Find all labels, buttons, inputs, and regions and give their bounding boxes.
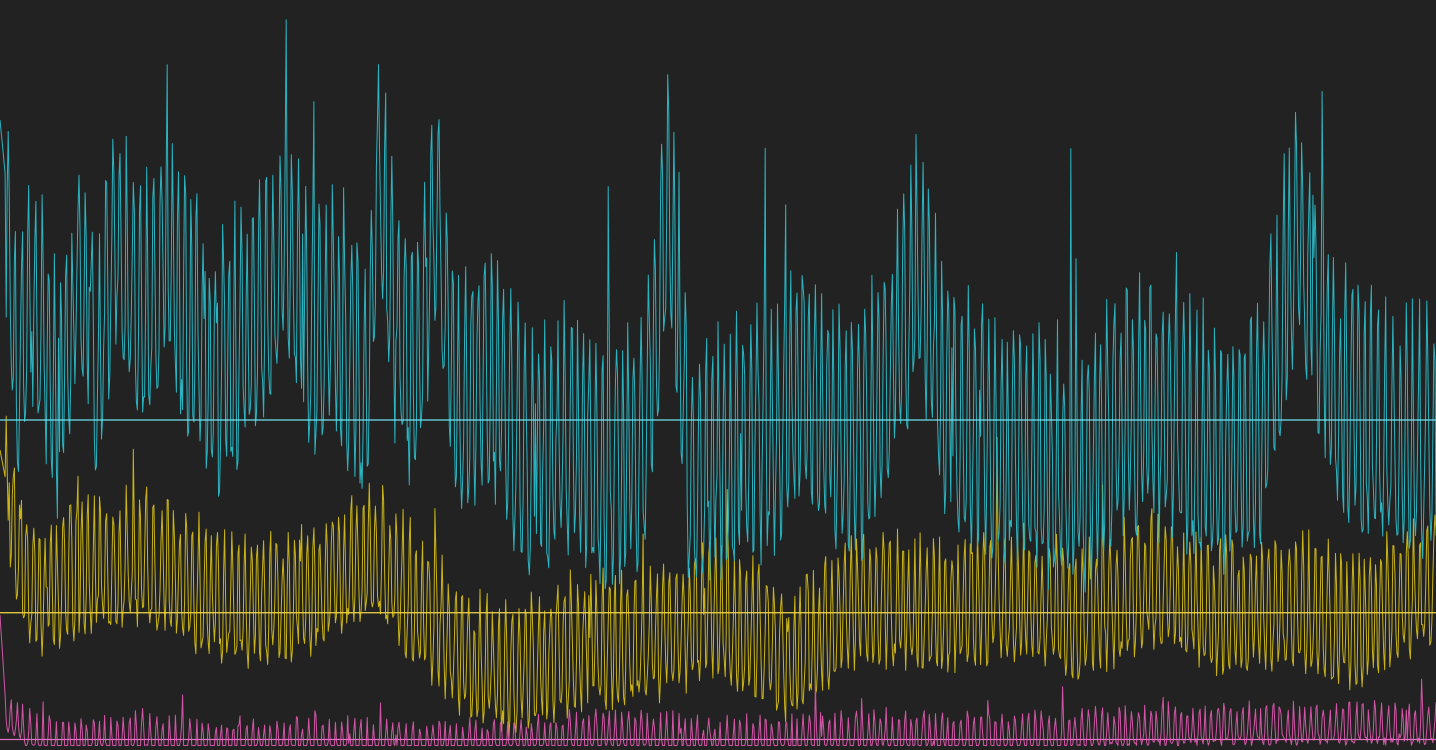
- series-line-magenta: [0, 614, 1436, 746]
- series-line-yellow: [0, 415, 1436, 740]
- series-layer: [0, 19, 1436, 746]
- reference-layer: [0, 419, 1436, 741]
- series-line-cyan: [0, 19, 1436, 593]
